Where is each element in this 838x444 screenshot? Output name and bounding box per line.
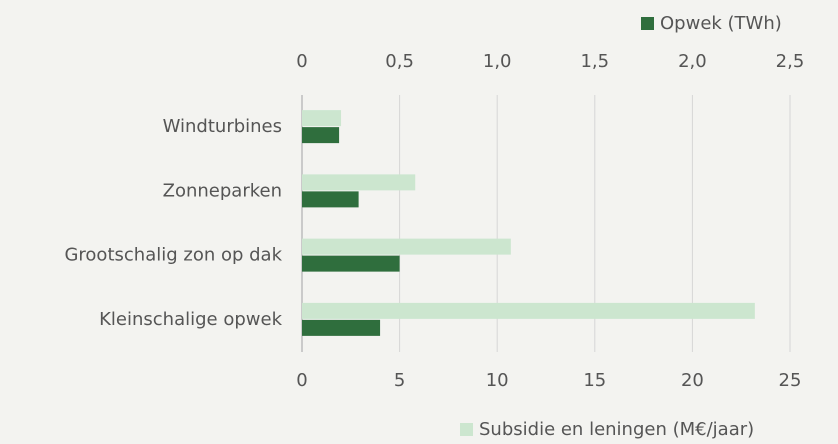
legend-label: Opwek (TWh) [660, 13, 782, 34]
bar [302, 255, 400, 272]
x2-tick-label: 1,5 [580, 51, 609, 72]
category-label: Zonneparken [163, 180, 282, 201]
category-label: Grootschalig zon op dak [64, 245, 282, 266]
x2-tick-label: 0,5 [385, 51, 414, 72]
category-label: Kleinschalige opwek [99, 309, 282, 330]
legend-swatch [641, 17, 654, 30]
bar [302, 319, 381, 336]
bar [302, 302, 755, 319]
x-tick-label: 5 [394, 370, 405, 391]
x2-tick-label: 1,0 [483, 51, 512, 72]
category-label: Windturbines [163, 116, 282, 137]
x2-tick-label: 2,0 [678, 51, 707, 72]
bar [302, 174, 416, 191]
legend-swatch [460, 423, 473, 436]
x2-tick-label: 2,5 [776, 51, 805, 72]
bar [302, 191, 359, 208]
x-tick-label: 10 [486, 370, 509, 391]
bar [302, 127, 340, 144]
x-tick-label: 15 [583, 370, 606, 391]
legend-label: Subsidie en leningen (M€/jaar) [479, 419, 754, 440]
bar [302, 238, 511, 255]
x-tick-label: 20 [681, 370, 704, 391]
x-tick-label: 0 [296, 370, 307, 391]
x-tick-label: 25 [779, 370, 802, 391]
bar [302, 110, 342, 127]
x2-tick-label: 0 [296, 51, 307, 72]
